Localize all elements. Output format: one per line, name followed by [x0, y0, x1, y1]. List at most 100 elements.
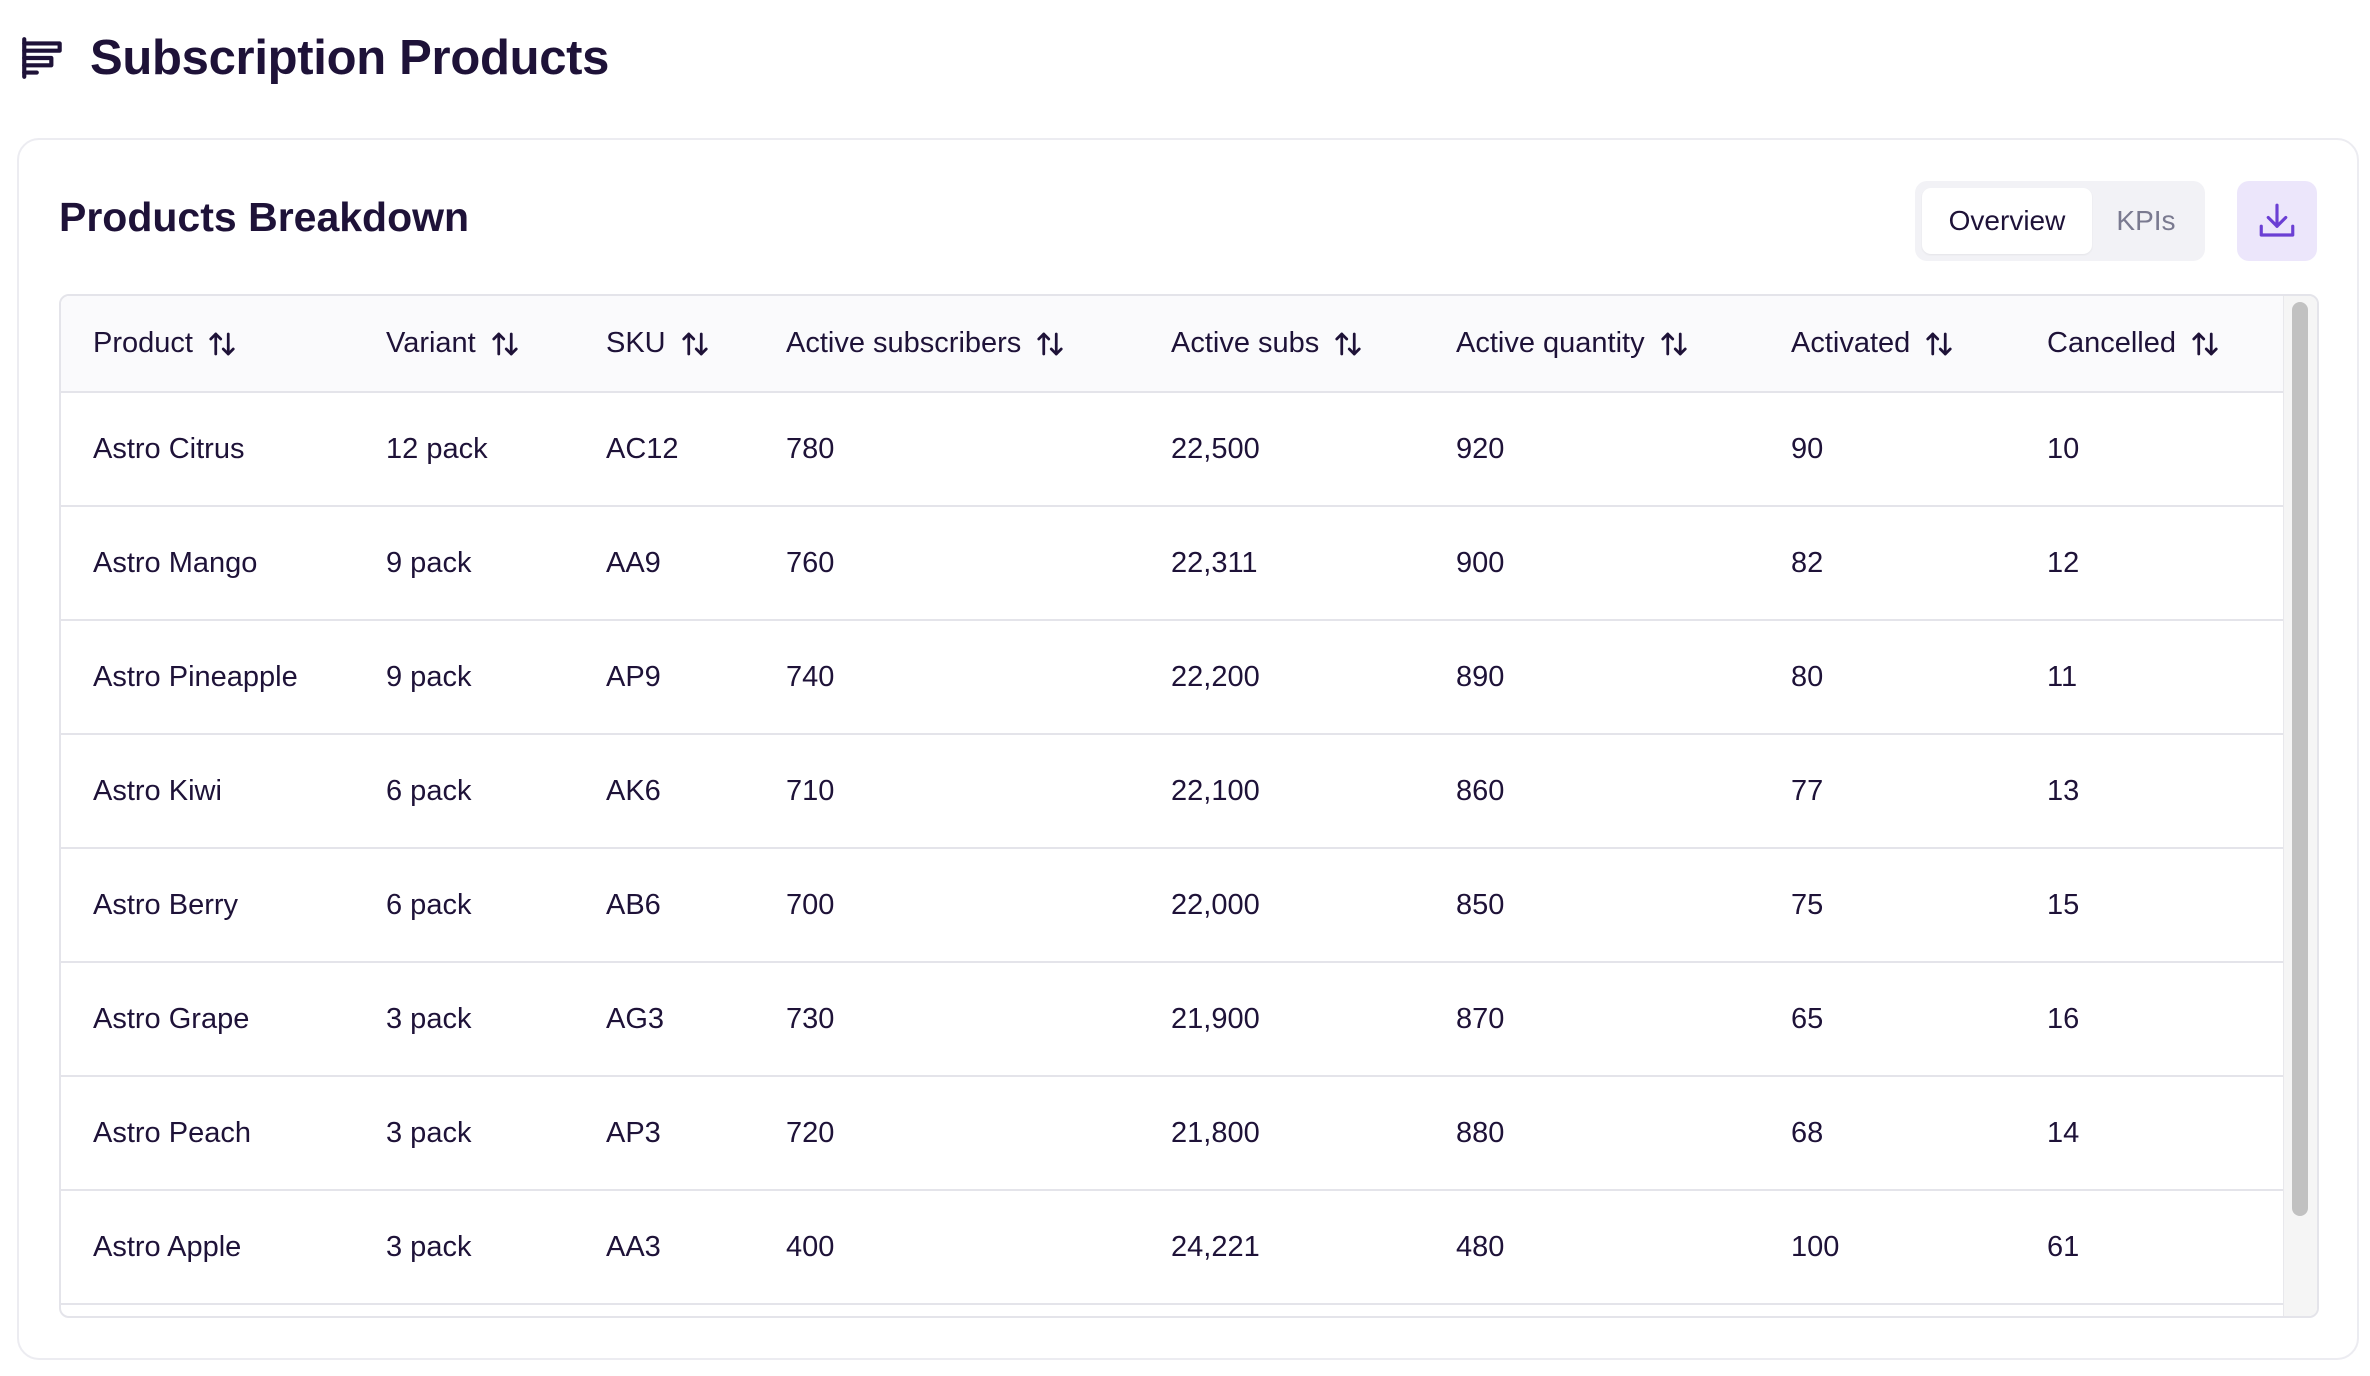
column-header-label: Variant [386, 327, 476, 359]
table-cell: 12 pack [354, 392, 574, 507]
table-cell: 68 [1759, 1076, 2015, 1191]
table-cell: 75 [1759, 848, 2015, 963]
table-cell: Astro Mango [61, 506, 354, 621]
table-cell: AB6 [574, 848, 754, 963]
table-row[interactable]: Astro Pineapple 9 pack AP9 740 22,200 890 80 11 [61, 620, 2283, 735]
table-cell: 10 [2015, 392, 2283, 507]
column-header[interactable]: Cancelled [2015, 296, 2283, 393]
table-cell: AG3 [574, 962, 754, 1077]
table-cell: 12 [2015, 506, 2283, 621]
tab-overview[interactable]: Overview [1922, 188, 2092, 254]
table-cell: 860 [1424, 734, 1759, 849]
table-cell: Astro Kiwi [61, 734, 354, 849]
table-cell: 3 pack [354, 1190, 574, 1305]
table-cell: 16 [2015, 962, 2283, 1077]
table-cell: Astro Pineapple [61, 620, 354, 735]
table-cell: 900 [1424, 506, 1759, 621]
table-row[interactable]: Astro Mango 9 pack AA9 760 22,311 900 82 12 [61, 506, 2283, 621]
column-header-label: Cancelled [2047, 327, 2176, 359]
download-icon [2259, 203, 2295, 237]
table-cell: AP9 [574, 620, 754, 735]
table-cell: 21,900 [1139, 962, 1424, 1077]
column-header-label: Activated [1791, 327, 1911, 359]
table-cell: 3 pack [354, 962, 574, 1077]
table-cell: 740 [754, 620, 1139, 735]
page-header: Subscription Products [18, 30, 609, 86]
table-cell: 700 [754, 848, 1139, 963]
table-cell: 22,311 [1139, 506, 1424, 621]
table-cell: AA9 [574, 506, 754, 621]
card-title: Products Breakdown [59, 194, 470, 240]
page-title: Subscription Products [90, 31, 610, 85]
tab-kpis[interactable]: KPIs [2116, 205, 2176, 236]
table-cell: 890 [1424, 620, 1759, 735]
column-header[interactable]: Active quantity [1424, 296, 1759, 393]
products-breakdown-card: Products Breakdown Overview KPIs Product… [17, 138, 2359, 1360]
table-cell: 22,200 [1139, 620, 1424, 735]
table-cell: 14 [2015, 1076, 2283, 1191]
sort-icon [1335, 332, 1361, 356]
table-cell: 90 [1759, 392, 2015, 507]
table-row[interactable]: Astro Berry 6 pack AB6 700 22,000 850 75 15 [61, 848, 2283, 963]
table-row[interactable]: Astro Kiwi 6 pack AK6 710 22,100 860 77 13 [61, 734, 2283, 849]
column-header[interactable]: SKU [574, 296, 754, 393]
table-cell: 730 [754, 962, 1139, 1077]
scrollbar-thumb[interactable] [2292, 302, 2308, 1216]
table-cell: 850 [1424, 848, 1759, 963]
sort-icon [209, 332, 235, 356]
table-cell: 3 pack [354, 1076, 574, 1191]
table-cell: 870 [1424, 962, 1759, 1077]
table-cell: 24,221 [1139, 1190, 1424, 1305]
table-cell: Astro Apple [61, 1190, 354, 1305]
table-cell: 82 [1759, 506, 2015, 621]
table-cell: AK6 [574, 734, 754, 849]
table-cell: 920 [1424, 392, 1759, 507]
table-header-row: Product Variant SKU Active subscribers Activ… [61, 296, 2283, 393]
table-cell: 9 pack [354, 620, 574, 735]
sort-icon [1037, 332, 1063, 356]
products-table-container: Product Variant SKU Active subscribers Activ… [59, 294, 2319, 1318]
table-cell: 15 [2015, 848, 2283, 963]
column-header[interactable]: Product [61, 296, 354, 393]
column-header[interactable]: Variant [354, 296, 574, 393]
sort-icon [492, 332, 518, 356]
column-header-label: Active subscribers [786, 327, 1022, 359]
sort-icon [682, 332, 708, 356]
column-header[interactable]: Active subs [1139, 296, 1424, 393]
products-table: Product Variant SKU Active subscribers Activ… [61, 296, 2283, 1305]
table-cell: Astro Grape [61, 962, 354, 1077]
table-cell: 880 [1424, 1076, 1759, 1191]
table-cell: 22,100 [1139, 734, 1424, 849]
table-row[interactable]: Astro Peach 3 pack AP3 720 21,800 880 68 14 [61, 1076, 2283, 1191]
table-cell: 100 [1759, 1190, 2015, 1305]
table-cell: Astro Berry [61, 848, 354, 963]
column-header[interactable]: Active subscribers [754, 296, 1139, 393]
vertical-scrollbar[interactable] [2283, 296, 2317, 1316]
table-cell: 77 [1759, 734, 2015, 849]
table-cell: AP3 [574, 1076, 754, 1191]
download-button[interactable] [2237, 181, 2317, 261]
table-cell: 780 [754, 392, 1139, 507]
table-cell: 22,000 [1139, 848, 1424, 963]
table-cell: 21,800 [1139, 1076, 1424, 1191]
sort-icon [2192, 332, 2218, 356]
column-header-label: Product [93, 327, 193, 359]
table-cell: 22,500 [1139, 392, 1424, 507]
table-cell: 480 [1424, 1190, 1759, 1305]
view-toggle: Overview KPIs [1915, 181, 2205, 261]
table-cell: 65 [1759, 962, 2015, 1077]
table-cell: 13 [2015, 734, 2283, 849]
table-row[interactable]: Astro Apple 3 pack AA3 400 24,221 480 100 61 [61, 1190, 2283, 1305]
table-cell: 710 [754, 734, 1139, 849]
table-row[interactable]: Astro Grape 3 pack AG3 730 21,900 870 65 16 [61, 962, 2283, 1077]
table-cell: Astro Citrus [61, 392, 354, 507]
sort-icon [1660, 332, 1687, 356]
column-header-label: Active subs [1171, 327, 1320, 359]
table-cell: 61 [2015, 1190, 2283, 1305]
table-cell: 11 [2015, 620, 2283, 735]
table-cell: AC12 [574, 392, 754, 507]
table-cell: AA3 [574, 1190, 754, 1305]
table-row[interactable]: Astro Citrus 12 pack AC12 780 22,500 920 90 10 [61, 392, 2283, 507]
column-header[interactable]: Activated [1759, 296, 2015, 393]
table-cell: 80 [1759, 620, 2015, 735]
